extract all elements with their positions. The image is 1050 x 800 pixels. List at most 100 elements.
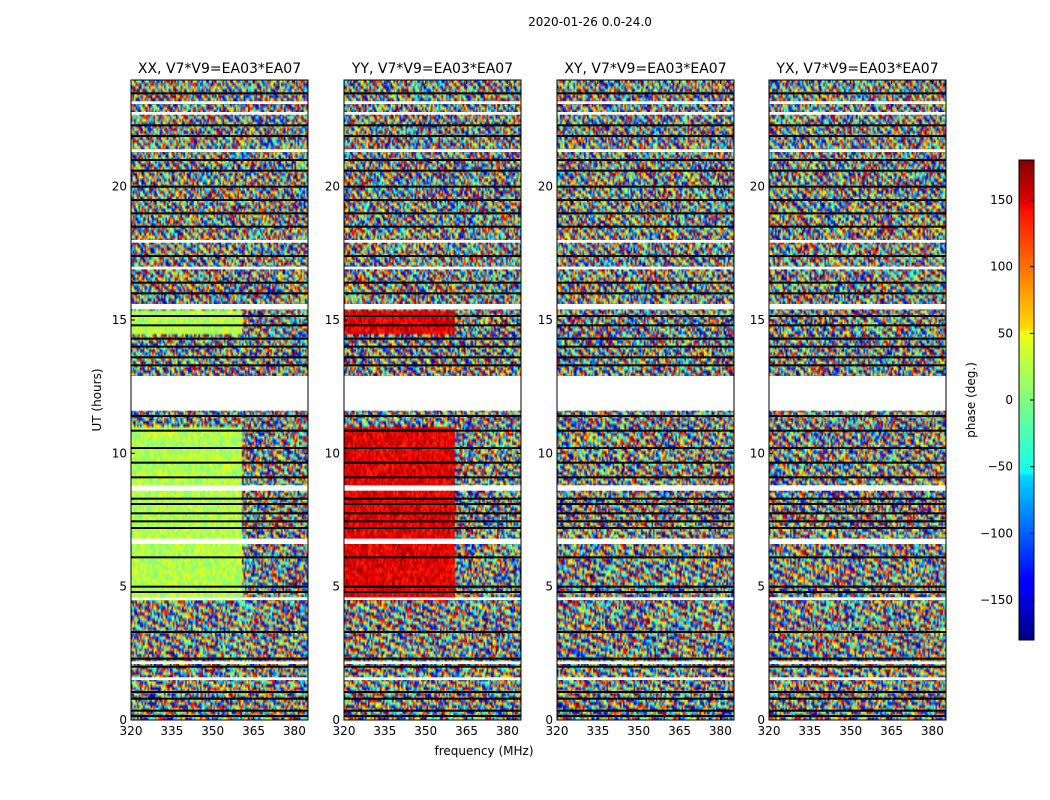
y-tick-label: 20: [538, 180, 553, 194]
flagged-row: [769, 415, 946, 417]
flagged-row: [344, 520, 521, 523]
flagged-row: [769, 715, 946, 717]
y-tick-label: 0: [119, 713, 127, 727]
data-gap: [557, 661, 734, 664]
flagged-row: [769, 461, 946, 464]
flagged-row: [557, 697, 734, 700]
x-tick-label: 365: [242, 724, 265, 738]
colorbar-label: phase (deg.): [964, 362, 978, 438]
flagged-row: [557, 225, 734, 228]
x-tick-label: 350: [627, 724, 650, 738]
panel-title: XX, V7*V9=EA03*EA07: [138, 61, 301, 77]
flagged-row: [131, 709, 308, 712]
data-gap: [344, 376, 521, 411]
data-gap: [131, 149, 308, 152]
y-tick-label: 20: [112, 180, 127, 194]
flagged-row: [344, 476, 521, 479]
flagged-row: [769, 185, 946, 188]
x-tick-label: 335: [160, 724, 183, 738]
data-gap: [344, 677, 521, 680]
flagged-row: [557, 512, 734, 515]
panel-frame: [768, 79, 947, 721]
data-gap: [557, 485, 734, 491]
x-tick-label: 350: [414, 724, 437, 738]
flagged-row: [557, 715, 734, 717]
flagged-row: [557, 212, 734, 215]
data-gap: [769, 485, 946, 491]
panel-xx: XX, V7*V9=EA03*EA07 320 335 350 365 380 0 5 10 15…: [112, 61, 309, 738]
flagged-row: [131, 212, 308, 215]
flagged-row: [557, 497, 734, 500]
flagged-row: [131, 556, 308, 559]
flagged-row: [769, 92, 946, 95]
data-gap: [769, 266, 946, 270]
flagged-row: [344, 225, 521, 228]
flagged-row: [769, 520, 946, 523]
x-tick-label: 365: [455, 724, 478, 738]
y-tick-label: 5: [332, 580, 340, 594]
flagged-row: [131, 461, 308, 464]
flagged-row: [769, 631, 946, 633]
flagged-row: [557, 591, 734, 593]
flagged-row: [131, 691, 308, 693]
flagged-row: [344, 415, 521, 417]
data-gap: [131, 661, 308, 664]
x-tick-label: 380: [283, 724, 306, 738]
data-gap: [769, 112, 946, 115]
y-tick-label: 5: [757, 580, 765, 594]
flagged-row: [131, 631, 308, 633]
data-gap: [131, 304, 308, 310]
flagged-row: [131, 527, 308, 529]
x-tick-label: 320: [546, 724, 569, 738]
x-tick-label: 320: [120, 724, 143, 738]
data-gap: [344, 597, 521, 600]
panel-title: YX, V7*V9=EA03*EA07: [775, 61, 938, 77]
panels-group: XX, V7*V9=EA03*EA07 320 335 350 365 380 0 5 10 15…: [112, 61, 947, 738]
x-tick-label: 335: [798, 724, 821, 738]
data-gap: [557, 597, 734, 600]
flagged-row: [769, 709, 946, 712]
flagged-row: [344, 337, 521, 340]
flagged-row: [557, 124, 734, 127]
flagged-row: [344, 631, 521, 633]
flagged-row: [344, 315, 521, 317]
flagged-row: [131, 159, 308, 161]
flagged-row: [557, 461, 734, 464]
flagged-row: [557, 415, 734, 417]
x-tick-label: 365: [880, 724, 903, 738]
flagged-row: [131, 665, 308, 668]
flagged-row: [344, 135, 521, 137]
flagged-row: [131, 512, 308, 515]
data-gap: [769, 101, 946, 104]
x-axis-label: frequency (MHz): [434, 744, 533, 758]
flagged-row: [557, 356, 734, 359]
data-gap: [557, 304, 734, 310]
y-tick-label: 5: [119, 580, 127, 594]
figure-suptitle: 2020-01-26 0.0-24.0: [528, 15, 652, 29]
data-gap: [769, 304, 946, 310]
flagged-row: [344, 255, 521, 257]
flagged-row: [557, 585, 734, 588]
flagged-row: [344, 697, 521, 700]
flagged-row: [769, 124, 946, 127]
flagged-row: [131, 281, 308, 284]
colorbar-tick-label: −100: [980, 526, 1013, 540]
flagged-row: [344, 324, 521, 327]
panel-frame: [130, 79, 309, 721]
data-gap: [769, 597, 946, 600]
x-tick-label: 350: [839, 724, 862, 738]
panel-frame: [556, 79, 735, 721]
y-axis-label: UT (hours): [90, 368, 104, 431]
flagged-row: [557, 520, 734, 523]
flagged-row: [344, 591, 521, 593]
flagged-row: [557, 185, 734, 188]
panel-title: XY, V7*V9=EA03*EA07: [564, 61, 726, 77]
flagged-row: [131, 225, 308, 228]
flagged-row: [769, 199, 946, 201]
flagged-row: [769, 315, 946, 317]
flagged-row: [557, 476, 734, 479]
flagged-row: [344, 512, 521, 515]
y-tick-label: 10: [325, 446, 340, 460]
x-tick-label: 365: [668, 724, 691, 738]
flagged-row: [557, 324, 734, 327]
